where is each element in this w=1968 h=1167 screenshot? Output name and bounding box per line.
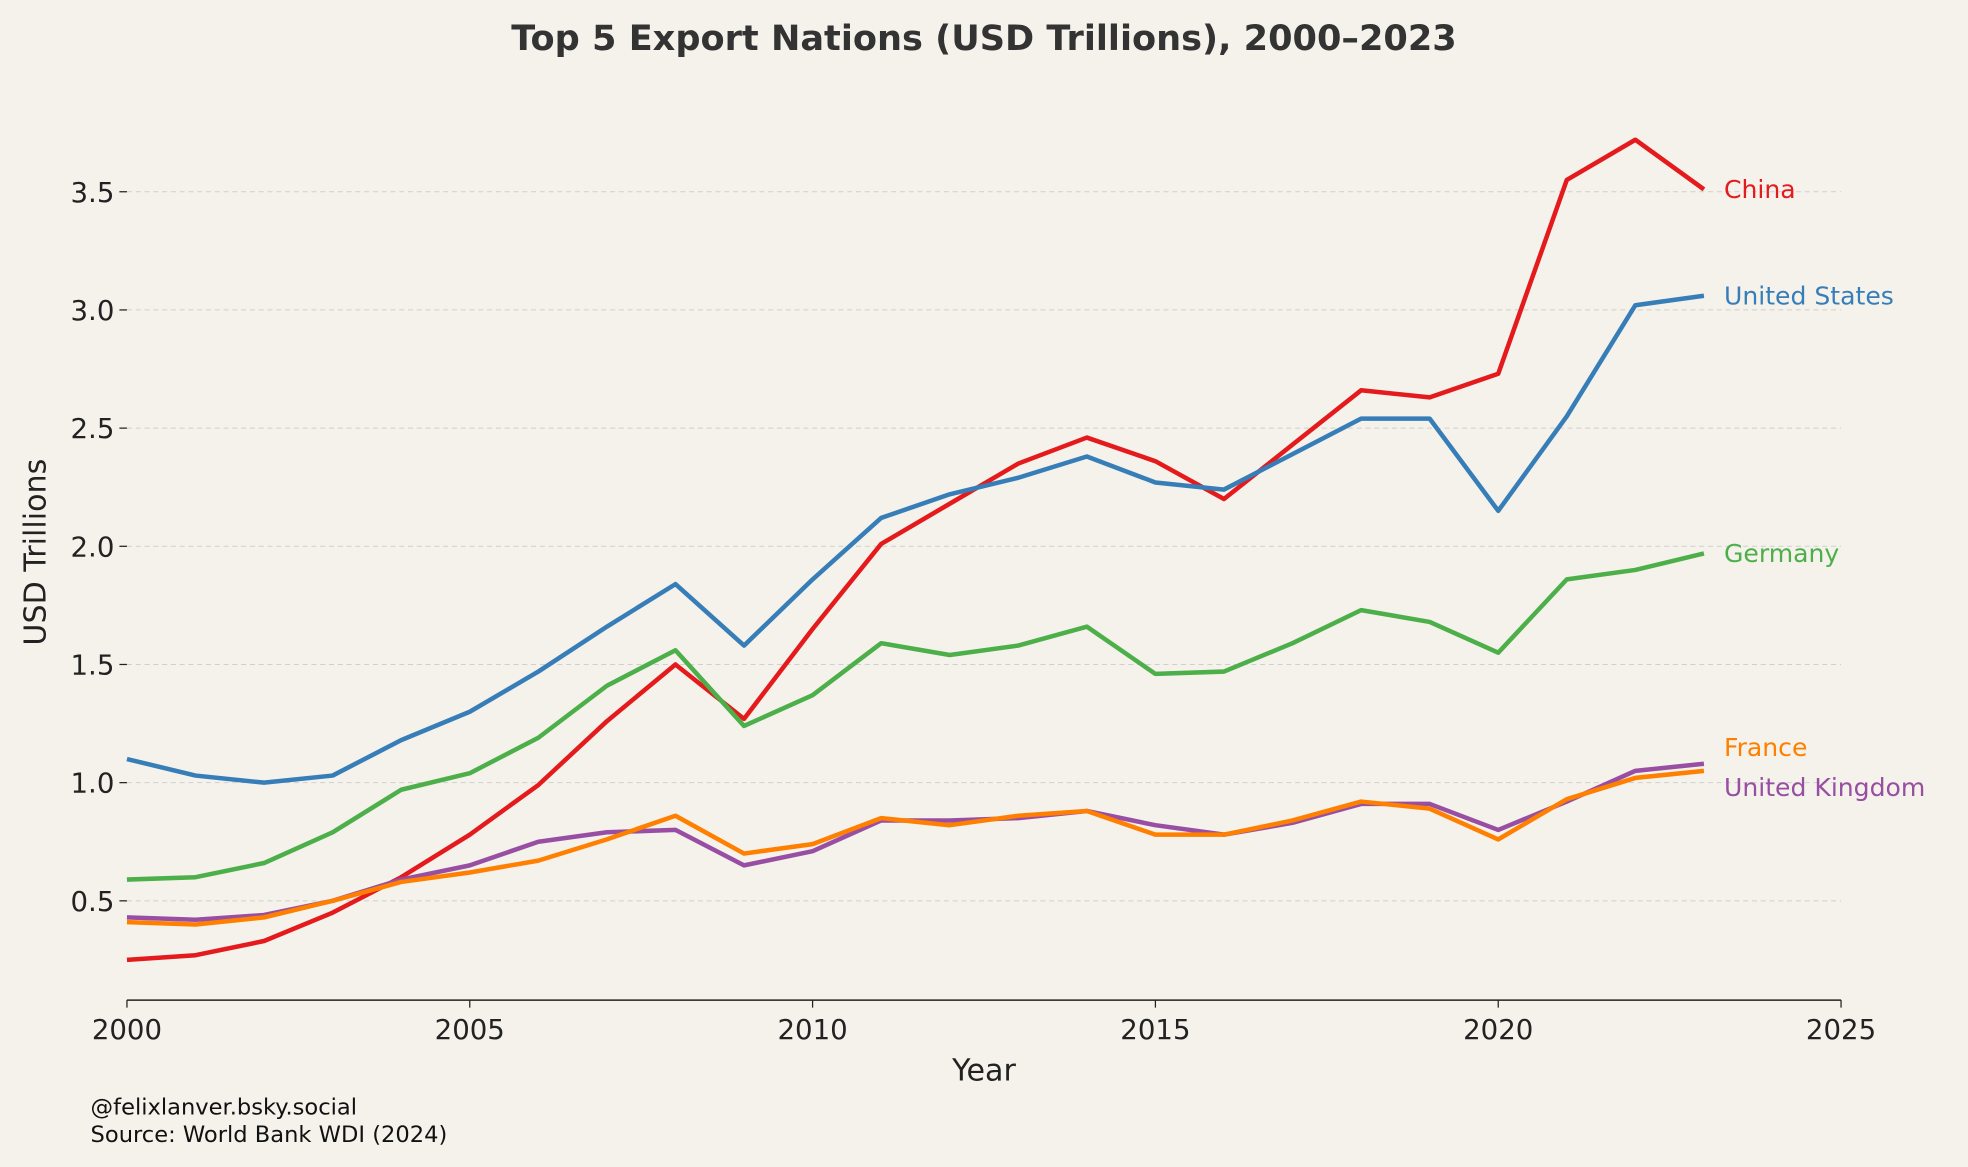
x-tick-label: 2000 [92,1013,162,1046]
series-label: China [1724,175,1796,204]
y-tick-label: 1.5 [71,649,115,682]
x-tick-label: 2005 [435,1013,505,1046]
credit-text: @felixlanver.bsky.social [91,1094,357,1120]
y-tick-label: 2.5 [71,412,115,445]
x-tick-label: 2025 [1806,1013,1876,1046]
x-tick-label: 2015 [1120,1013,1190,1046]
source-text: Source: World Bank WDI (2024) [91,1122,448,1148]
x-tick-label: 2020 [1463,1013,1533,1046]
series-line-france [126,768,1705,927]
series-line-germany [126,551,1705,882]
y-tick-label: 1.0 [71,767,115,800]
series-label: United States [1724,282,1894,311]
series-line-united-states [126,293,1705,785]
series-line-china [126,137,1706,963]
x-axis-label: Year [951,1053,1016,1088]
y-tick-label: 3.5 [71,176,115,209]
series-label: France [1724,733,1807,762]
y-tick-label: 3.0 [71,294,115,327]
y-tick-label: 0.5 [71,885,115,918]
series-label: United Kingdom [1724,773,1925,802]
series-label: Germany [1724,539,1839,568]
x-tick-label: 2010 [777,1013,847,1046]
y-tick-label: 2.0 [71,530,115,563]
chart-title: Top 5 Export Nations (USD Trillions), 20… [511,18,1457,59]
y-axis-label: USD Trillions [18,459,53,646]
